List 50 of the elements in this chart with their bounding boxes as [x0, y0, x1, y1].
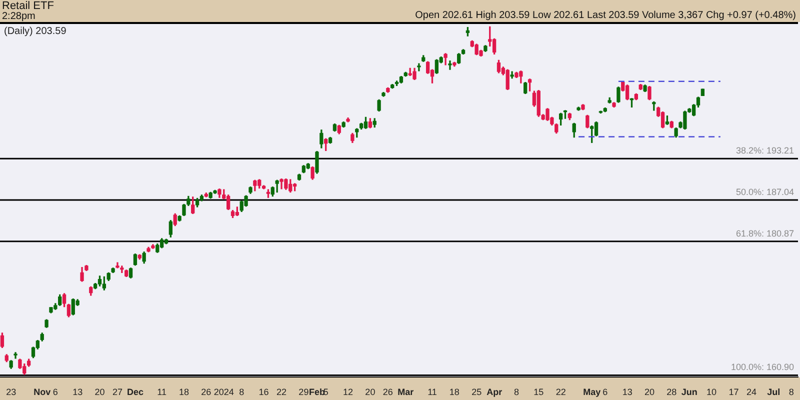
x-tick-label: 17 [728, 387, 739, 398]
x-tick-label: 11 [157, 387, 166, 398]
x-tick-label: 13 [72, 387, 83, 398]
candlestick [417, 63, 421, 72]
annotation: 2:28pm [2, 11, 36, 22]
candlestick [14, 352, 18, 359]
x-tick-label: 20 [365, 387, 376, 398]
x-tick-label: 10 [706, 387, 717, 398]
x-tick-label: 25 [472, 387, 482, 398]
x-tick-label: 28 [666, 387, 677, 398]
x-tick-label: 20 [644, 387, 654, 398]
candlestick [448, 60, 452, 70]
x-tick-label: 18 [178, 387, 189, 398]
x-tick-label: 15 [534, 387, 544, 398]
x-tick-label: 5 [323, 387, 328, 398]
x-tick-label: 22 [556, 387, 566, 398]
x-tick-label: 23 [6, 387, 16, 398]
x-tick-label: Apr [486, 387, 503, 398]
x-tick-label: 11 [428, 387, 437, 398]
x-tick-label: Nov [34, 387, 51, 398]
x-tick-label: 16 [258, 387, 269, 398]
x-tick-label: 8 [514, 387, 519, 398]
annotation: (Daily) 203.59 [4, 26, 67, 37]
x-tick-label: Jun [681, 387, 698, 398]
x-tick-label: 8 [239, 387, 244, 398]
x-tick-label: 22 [276, 387, 287, 398]
x-tick-label: 26 [201, 387, 212, 398]
x-tick-label: 26 [382, 387, 393, 398]
ref-line-label: 50.0%: 187.04 [736, 186, 794, 197]
x-tick-label: 20 [94, 387, 105, 398]
x-tick-label: 8 [788, 387, 794, 398]
x-tick-label: 6 [602, 387, 608, 398]
chart-title: Retail ETF [2, 0, 54, 12]
text: Open 202.61 High 203.59 Low 202.61 Last 203.59 Volume 3,367 Chg +0.97 (+0.48%) [415, 10, 796, 21]
x-tick-label: Feb [308, 387, 326, 398]
x-tick-label: 27 [112, 387, 122, 398]
ref-line-label: 38.2%: 193.21 [736, 146, 794, 156]
x-tick-label: 18 [449, 387, 460, 398]
x-tick-label: 13 [622, 387, 632, 398]
x-tick-label: 2024 [214, 387, 234, 398]
ref-line-label: 100.0%: 160.90 [730, 362, 794, 372]
ref-line-label: 61.8%: 180.87 [736, 228, 794, 238]
x-tick-label: 6 [52, 387, 58, 398]
x-tick-label: May [583, 387, 601, 398]
x-tick-label: Mar [398, 387, 414, 398]
x-tick-label: 24 [746, 387, 756, 398]
x-tick-label: 12 [343, 387, 354, 398]
x-tick-label: 29 [298, 387, 309, 398]
x-tick-label: Jul [767, 387, 780, 398]
x-tick-label: Dec [126, 387, 144, 398]
